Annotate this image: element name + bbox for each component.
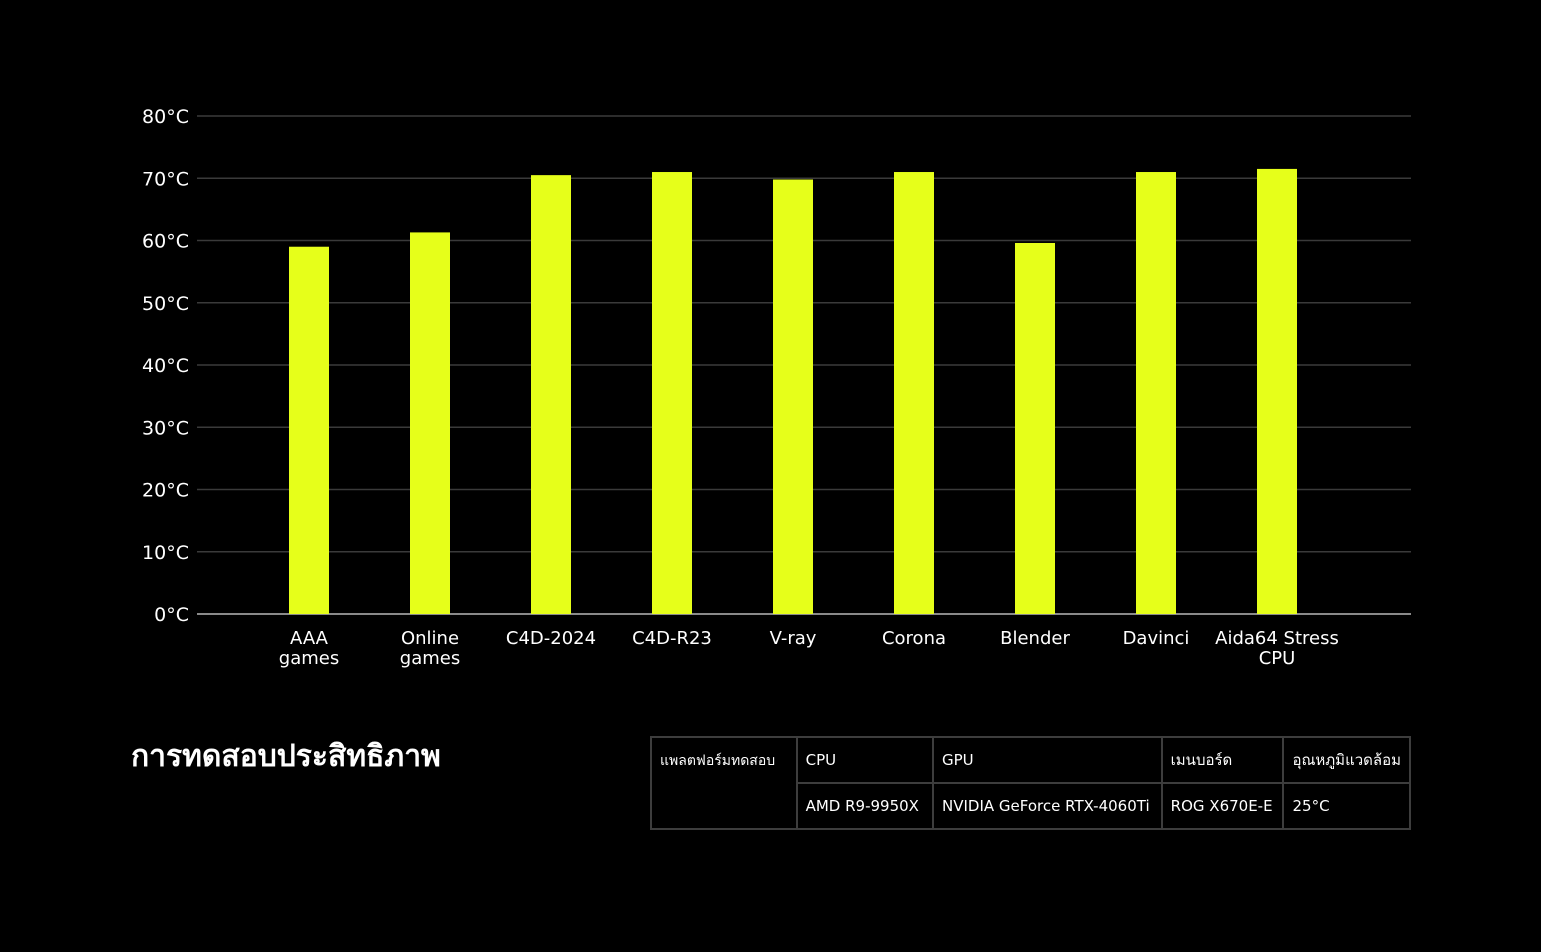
header-cpu: CPU (795, 736, 935, 784)
y-tick-label: 50°C (142, 293, 189, 315)
value-ambient-temp: 25°C (1282, 782, 1411, 830)
x-tick-label: Aida64 Stress CPU (1215, 628, 1339, 669)
value-motherboard: ROG X670E-E (1160, 782, 1285, 830)
test-platform-table: แพลตฟอร์มทดสอบ CPU GPU เมนบอร์ด อุณหภูมิ… (650, 736, 1411, 830)
header-motherboard: เมนบอร์ด (1160, 736, 1285, 784)
section-title: การทดสอบประสิทธิภาพ (131, 739, 441, 774)
bar (773, 179, 813, 614)
y-tick-label: 80°C (142, 106, 189, 128)
x-tick-label: Corona (882, 628, 946, 649)
x-tick-label: C4D-2024 (506, 628, 596, 649)
table-row: AMD R9-9950X NVIDIA GeForce RTX-4060Ti R… (651, 782, 1411, 830)
bar (652, 172, 692, 614)
x-tick-label: AAA games (279, 628, 339, 669)
x-tick-label: Online games (400, 628, 460, 669)
header-gpu: GPU (932, 736, 1163, 784)
table-row: แพลตฟอร์มทดสอบ CPU GPU เมนบอร์ด อุณหภูมิ… (650, 736, 1411, 830)
y-tick-label: 0°C (154, 604, 189, 626)
y-tick-label: 70°C (142, 168, 189, 190)
bar (289, 246, 329, 614)
bar (894, 172, 934, 614)
y-tick-label: 20°C (142, 480, 189, 502)
y-tick-label: 60°C (142, 231, 189, 253)
bar (1136, 172, 1176, 614)
bar (1257, 168, 1297, 614)
y-tick-label: 40°C (142, 355, 189, 377)
value-gpu: NVIDIA GeForce RTX-4060Ti (932, 782, 1163, 830)
x-tick-label: Blender (1000, 628, 1070, 649)
temperature-bar-chart: 0°C 10°C 20°C 30°C 40°C 50°C 60°C 70°C 80°C AAA ga… (142, 106, 1411, 669)
x-tick-label: Davinci (1123, 628, 1190, 649)
x-tick-label: V-ray (770, 628, 817, 649)
value-cpu: AMD R9-9950X (795, 782, 935, 830)
y-tick-label: 10°C (142, 542, 189, 564)
bar (531, 175, 571, 614)
y-tick-label: 30°C (142, 417, 189, 439)
bar (1015, 242, 1055, 615)
bar (410, 232, 450, 614)
platform-label: แพลตฟอร์มทดสอบ (650, 736, 798, 830)
header-ambient-temp: อุณหภูมิแวดล้อม (1282, 736, 1411, 784)
x-tick-label: C4D-R23 (632, 628, 712, 649)
